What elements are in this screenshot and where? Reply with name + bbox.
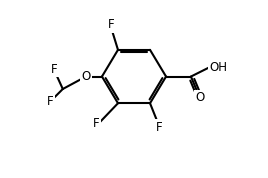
Text: OH: OH: [210, 61, 228, 74]
Text: F: F: [156, 121, 162, 134]
Text: O: O: [195, 91, 204, 104]
Text: F: F: [107, 18, 114, 32]
Text: F: F: [51, 63, 57, 76]
Text: F: F: [47, 95, 54, 108]
Text: F: F: [93, 117, 100, 130]
Text: O: O: [81, 70, 91, 83]
